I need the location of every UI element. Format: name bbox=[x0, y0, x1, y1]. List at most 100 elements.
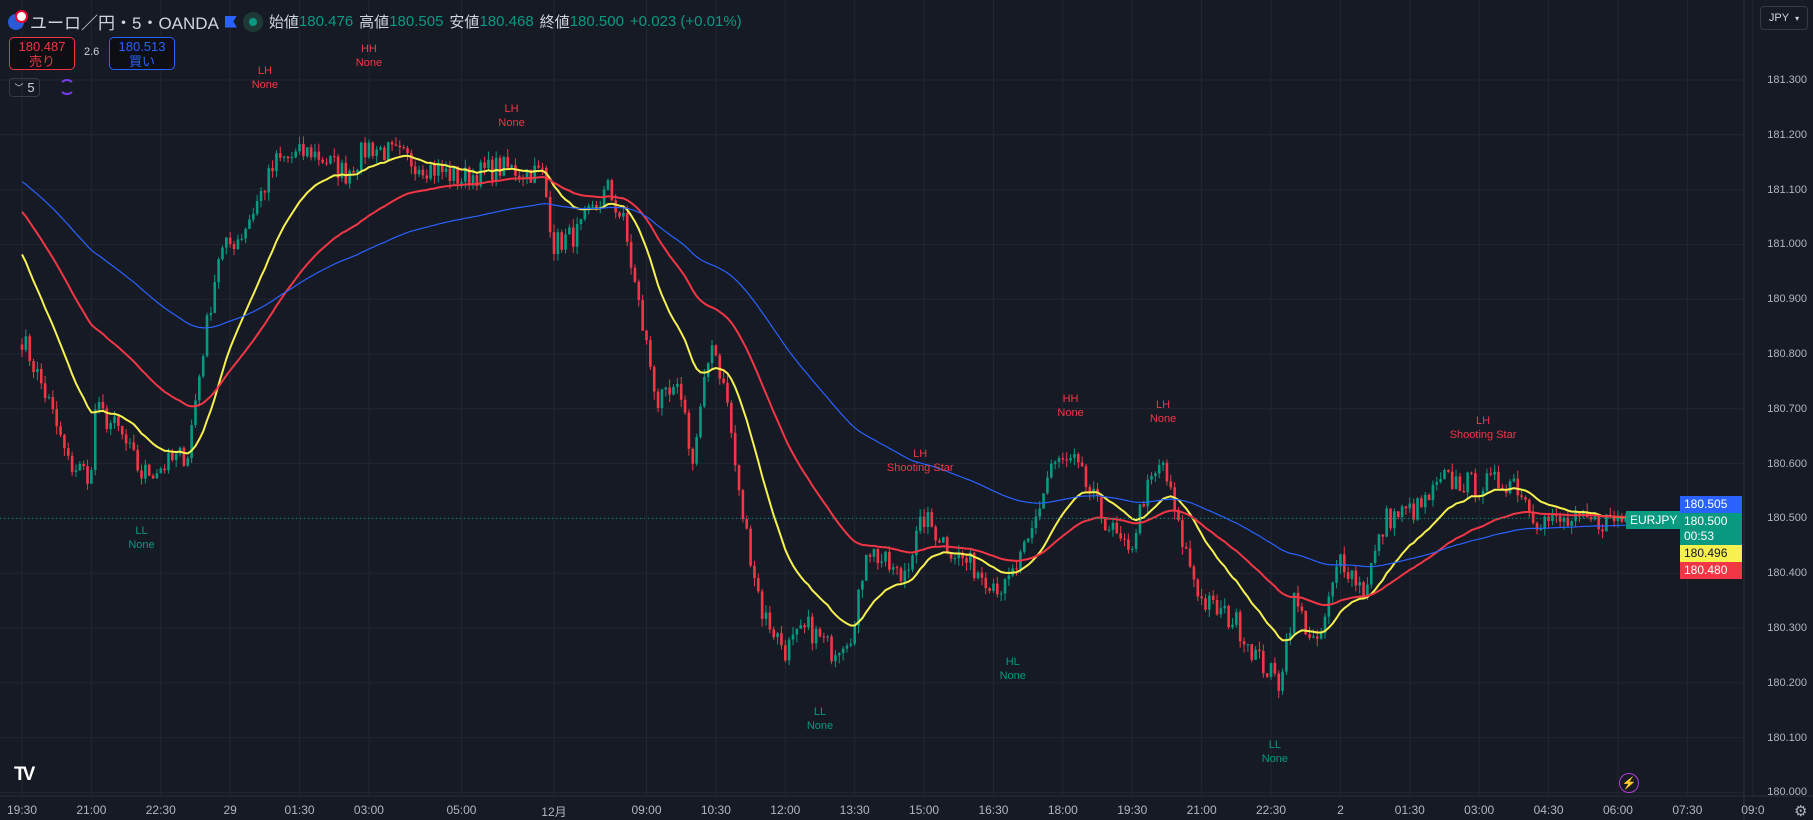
candle-body bbox=[1373, 550, 1377, 563]
sell-button[interactable]: 180.487 売り bbox=[9, 37, 75, 70]
candle-body bbox=[780, 633, 783, 646]
candle-body bbox=[1512, 478, 1516, 482]
candle-body bbox=[1235, 612, 1238, 625]
candle-body bbox=[649, 340, 652, 367]
candle-body bbox=[965, 558, 968, 563]
interval-toggle[interactable]: ﹀ 5 bbox=[9, 78, 40, 97]
candle-body bbox=[1042, 493, 1045, 509]
pattern-annotation: LL None bbox=[1262, 738, 1288, 766]
candle-body bbox=[506, 157, 510, 168]
currency-select[interactable]: JPY ▾ bbox=[1760, 6, 1808, 30]
candle-body bbox=[483, 162, 486, 168]
tradingview-logo[interactable]: TV bbox=[14, 764, 35, 785]
candle-body bbox=[814, 628, 818, 644]
candle-body bbox=[1057, 458, 1061, 462]
candle-body bbox=[1192, 566, 1196, 580]
candle-body bbox=[525, 169, 529, 179]
sell-price: 180.487 bbox=[18, 39, 66, 54]
lightning-icon[interactable]: ⚡ bbox=[1619, 773, 1639, 793]
candle-body bbox=[745, 519, 749, 529]
candle-body bbox=[1084, 466, 1088, 488]
candle-body bbox=[1246, 644, 1250, 646]
annotation-line: LL bbox=[135, 524, 148, 537]
candle-body bbox=[1115, 522, 1119, 534]
candle-body bbox=[602, 189, 606, 207]
candle-body bbox=[799, 625, 803, 629]
candle-body bbox=[1046, 477, 1049, 494]
bookmark-flag-icon[interactable] bbox=[224, 15, 237, 28]
candle-body bbox=[1262, 651, 1265, 674]
candle-body bbox=[556, 232, 560, 255]
candle-body bbox=[1103, 517, 1107, 531]
candle-body bbox=[629, 241, 633, 268]
price-axis-label: 180.000 bbox=[1767, 786, 1807, 799]
price-axis-label: 180.300 bbox=[1767, 622, 1807, 634]
open-label: 始値 bbox=[268, 14, 299, 31]
candle-body bbox=[344, 162, 348, 184]
candle-body bbox=[1481, 490, 1485, 496]
candle-body bbox=[70, 455, 74, 472]
annotation-line: HH bbox=[360, 42, 377, 55]
candle-body bbox=[1169, 481, 1173, 488]
sell-label: 売り bbox=[28, 54, 55, 69]
candle-body bbox=[1431, 484, 1435, 501]
candle-body bbox=[1127, 539, 1130, 550]
annotation-line: None bbox=[355, 56, 383, 69]
candle-body bbox=[105, 408, 109, 430]
candle-body bbox=[1258, 649, 1261, 652]
candle-body bbox=[66, 448, 70, 456]
candle-body bbox=[1146, 479, 1149, 507]
settings-gear-icon[interactable]: ⚙ bbox=[1794, 803, 1808, 820]
candle-body bbox=[1389, 508, 1392, 529]
candle-body bbox=[980, 572, 984, 578]
candle-body bbox=[340, 162, 344, 178]
candle-body bbox=[448, 168, 452, 181]
candle-body bbox=[174, 453, 178, 460]
candle-body bbox=[109, 423, 112, 430]
candle-body bbox=[1450, 471, 1454, 489]
candle-body bbox=[772, 629, 776, 638]
candle-body bbox=[583, 210, 587, 220]
candle-body bbox=[687, 412, 691, 449]
candle-body bbox=[672, 386, 675, 395]
candle-body bbox=[1119, 533, 1122, 539]
candle-body bbox=[413, 166, 417, 175]
candle-body bbox=[560, 232, 563, 250]
candle-body bbox=[502, 157, 506, 176]
candle-body bbox=[1181, 520, 1184, 547]
symbol-title[interactable]: ユーロ／円・5・OANDA bbox=[30, 14, 219, 33]
candle-body bbox=[1204, 598, 1207, 610]
time-axis-label: 2 bbox=[1337, 803, 1344, 817]
candle-body bbox=[733, 432, 737, 466]
close-label: 終値 bbox=[539, 14, 570, 31]
candle-body bbox=[386, 142, 390, 161]
candle-body bbox=[1034, 516, 1038, 529]
candle-body bbox=[1088, 487, 1092, 494]
candle-body bbox=[541, 167, 544, 169]
candle-body bbox=[1404, 506, 1408, 509]
candle-body bbox=[113, 416, 116, 424]
candle-body bbox=[1296, 592, 1300, 607]
price-badge-blue: 180.505 bbox=[1680, 496, 1742, 513]
candle-body bbox=[1447, 469, 1450, 472]
spread-value: 2.6 bbox=[84, 46, 100, 58]
candle-body bbox=[718, 355, 722, 379]
candle-body bbox=[151, 475, 155, 479]
time-axis-label: 19:30 bbox=[1117, 803, 1148, 817]
sync-icon[interactable] bbox=[59, 79, 75, 95]
candle-body bbox=[807, 616, 810, 628]
time-axis-label: 04:30 bbox=[1533, 803, 1564, 817]
time-axis-label: 18:00 bbox=[1047, 803, 1078, 817]
candle-body bbox=[679, 383, 683, 400]
candle-body bbox=[1350, 570, 1354, 579]
candle-body bbox=[722, 378, 725, 383]
candle-body bbox=[1462, 490, 1466, 493]
candle-body bbox=[1049, 463, 1053, 478]
candle-body bbox=[1250, 644, 1254, 660]
candle-body bbox=[726, 382, 729, 403]
symbol-price-label: EURJPY bbox=[1626, 511, 1682, 529]
buy-button[interactable]: 180.513 買い bbox=[109, 37, 175, 70]
time-axis-label: 07:30 bbox=[1672, 803, 1703, 817]
candle-body bbox=[899, 568, 903, 582]
